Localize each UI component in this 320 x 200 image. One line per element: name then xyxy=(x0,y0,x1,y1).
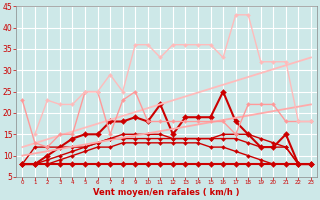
X-axis label: Vent moyen/en rafales ( km/h ): Vent moyen/en rafales ( km/h ) xyxy=(93,188,240,197)
